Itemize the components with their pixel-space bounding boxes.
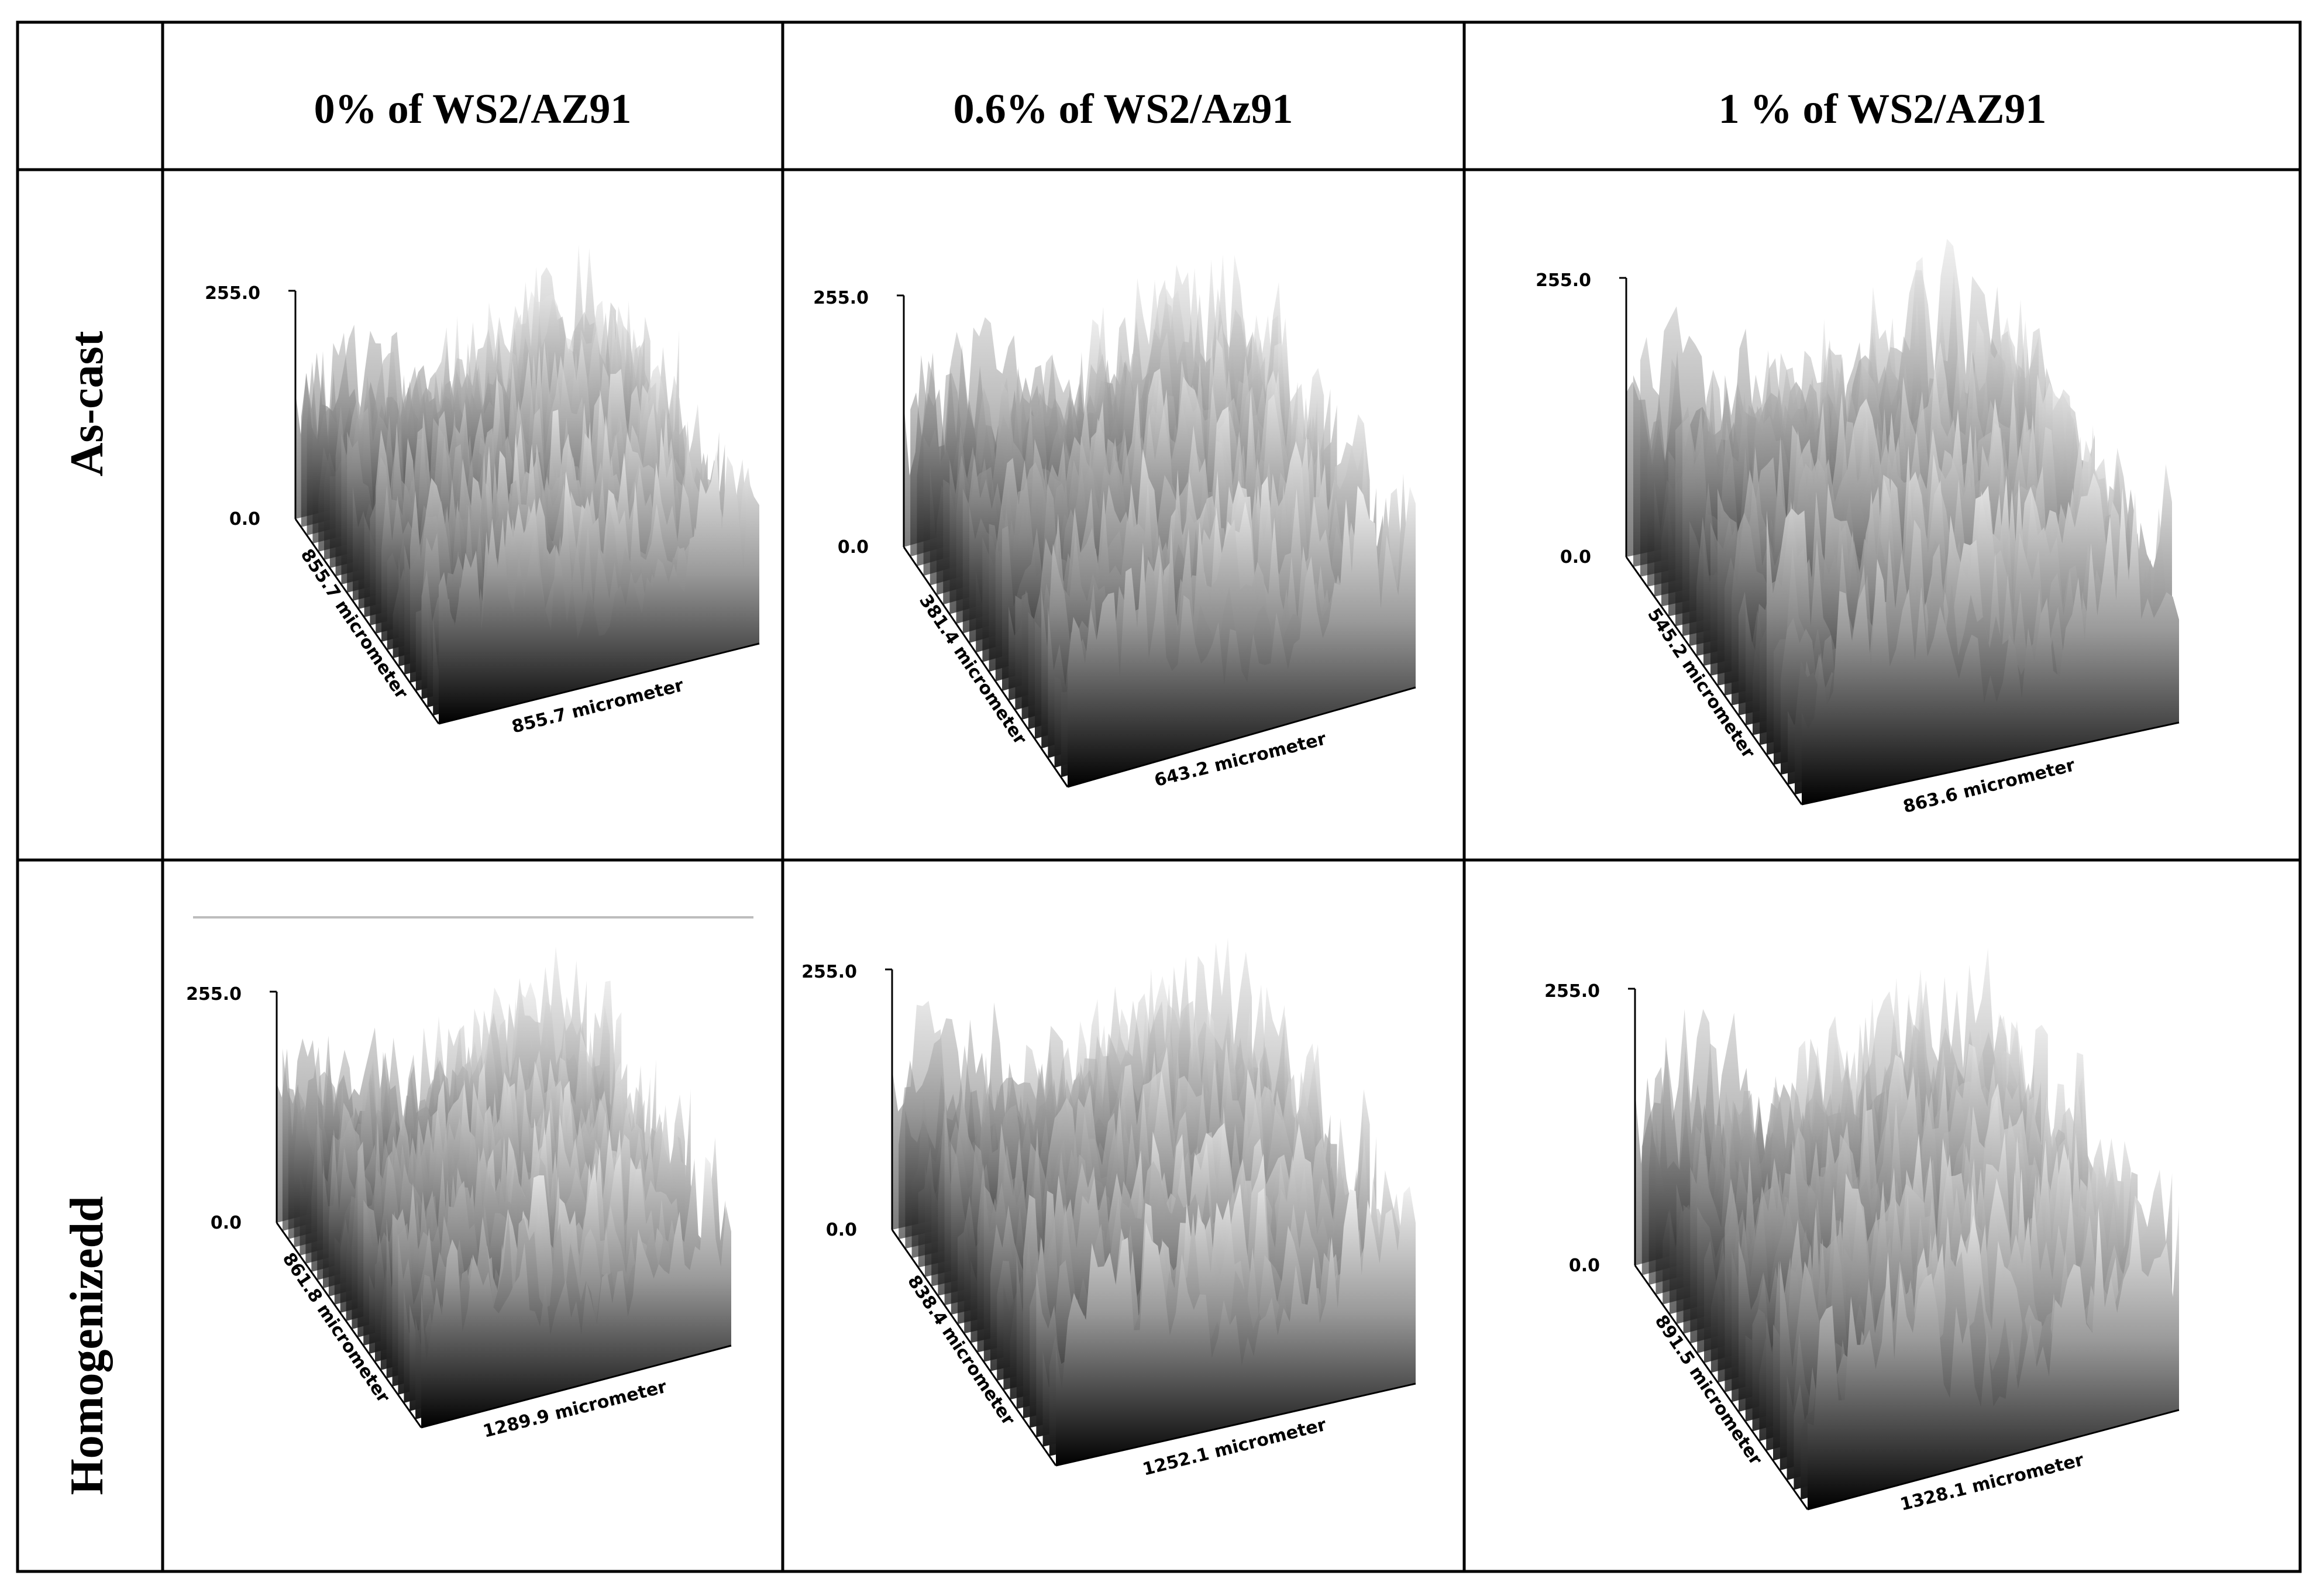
depth-axis xyxy=(1634,1265,1809,1510)
width-axis xyxy=(1055,1382,1416,1467)
surface-slice xyxy=(1802,487,2179,804)
z-min-label: 0.0 xyxy=(826,1220,857,1240)
surface-slice xyxy=(421,1157,731,1428)
depth-axis xyxy=(276,1222,422,1428)
depth-axis xyxy=(294,518,440,724)
width-axis xyxy=(1801,721,2180,806)
depth-axis xyxy=(903,546,1069,787)
column-header-0-6pct: 0.6% of WS2/Az91 xyxy=(954,85,1293,132)
z-max-label: 255.0 xyxy=(813,288,869,308)
depth-axis xyxy=(891,1229,1057,1466)
surface-slice xyxy=(1808,1202,2179,1509)
z-min-label: 0.0 xyxy=(1569,1256,1600,1276)
table-grid xyxy=(16,20,2302,1573)
z-max-label: 255.0 xyxy=(186,984,242,1005)
z-min-label: 0.0 xyxy=(838,537,869,558)
surface-slice xyxy=(1056,1186,1416,1466)
width-axis xyxy=(1067,686,1416,788)
z-min-label: 0.0 xyxy=(211,1213,242,1233)
z-min-label: 0.0 xyxy=(1560,547,1591,567)
width-axis xyxy=(421,1344,732,1429)
surface-slice xyxy=(439,449,759,724)
width-axis xyxy=(1807,1409,2180,1511)
row-header-homogenized: Homogenizedd xyxy=(61,1196,113,1495)
z-min-label: 0.0 xyxy=(229,509,260,529)
row-header-as-cast: As-cast xyxy=(61,331,113,476)
column-header-1pct: 1 % of WS2/AZ91 xyxy=(1719,85,2047,132)
column-header-0pct: 0% of WS2/AZ91 xyxy=(314,85,632,132)
width-axis xyxy=(438,642,760,725)
z-max-label: 255.0 xyxy=(1544,981,1600,1002)
z-max-label: 255.0 xyxy=(205,283,260,304)
z-max-label: 255.0 xyxy=(801,962,857,982)
depth-axis xyxy=(1625,556,1803,805)
z-max-label: 255.0 xyxy=(1536,270,1591,291)
